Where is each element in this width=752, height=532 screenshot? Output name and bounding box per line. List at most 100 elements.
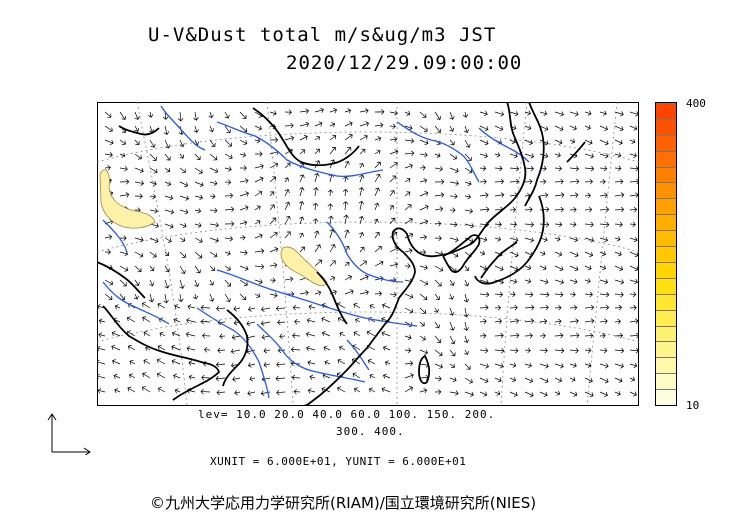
- wind-arrow: [284, 189, 290, 197]
- wind-arrow: [599, 221, 610, 228]
- wind-arrow: [359, 134, 368, 141]
- wind-arrow: [308, 304, 316, 310]
- wind-arrow: [419, 165, 426, 171]
- wind-arrow: [554, 279, 565, 285]
- wind-arrow: [200, 304, 211, 311]
- wind-arrow: [599, 251, 606, 257]
- wind-arrow: [629, 251, 639, 258]
- wind-arrow: [494, 347, 505, 354]
- wind-arrow: [254, 205, 261, 211]
- wind-arrow: [629, 376, 636, 382]
- wind-arrow: [209, 207, 218, 214]
- wind-arrow: [113, 373, 121, 379]
- wind-arrow: [193, 125, 199, 133]
- wind-arrow: [389, 205, 395, 211]
- wind-arrow: [179, 181, 189, 188]
- wind-arrow: [554, 332, 564, 339]
- wind-arrow: [464, 391, 474, 397]
- wind-arrow: [599, 125, 609, 132]
- wind-arrow: [149, 180, 157, 187]
- wind-arrow: [149, 194, 156, 200]
- wind-arrow: [329, 134, 337, 141]
- wind-arrow: [509, 318, 520, 324]
- wind-arrow: [419, 152, 428, 158]
- wind-arrow: [269, 137, 279, 143]
- wind-arrow: [127, 386, 136, 393]
- wind-arrow: [178, 293, 184, 303]
- wind-arrow: [434, 192, 445, 198]
- wind-arrow: [142, 316, 151, 323]
- wind-arrow: [382, 373, 391, 379]
- wind-arrow: [494, 111, 505, 117]
- wind-arrow: [463, 293, 470, 303]
- wind-arrow: [554, 111, 564, 117]
- wind-arrow: [247, 390, 256, 396]
- wind-arrow: [261, 334, 271, 340]
- wind-arrow: [149, 279, 155, 287]
- wind-arrow: [614, 318, 621, 325]
- wind-arrow: [569, 165, 580, 172]
- coastlines: [97, 102, 586, 406]
- wind-arrow: [149, 208, 158, 214]
- wind-arrow: [434, 125, 442, 133]
- colorbar-swatch: [656, 118, 676, 135]
- wind-arrow: [449, 125, 455, 132]
- wind-arrow: [209, 265, 215, 272]
- wind-arrow: [599, 265, 607, 271]
- wind-arrow: [239, 152, 247, 158]
- wind-arrow: [147, 111, 154, 118]
- wind-arrow: [275, 375, 286, 382]
- wind-arrow: [449, 390, 459, 396]
- wind-arrow: [599, 139, 609, 146]
- wind-arrow: [584, 362, 592, 368]
- wind-arrow: [389, 110, 398, 116]
- wind-arrow: [119, 178, 130, 185]
- wind-arrow: [554, 363, 564, 369]
- wind-arrow: [569, 237, 579, 243]
- wind-arrow: [494, 363, 504, 369]
- wind-arrow: [524, 206, 533, 213]
- wind-arrow: [209, 153, 218, 161]
- wind-arrow: [404, 177, 411, 183]
- wind-arrow: [143, 331, 151, 337]
- wind-arrow: [569, 376, 576, 382]
- wind-arrow: [119, 111, 127, 120]
- wind-arrow: [479, 318, 487, 325]
- wind-arrow: [524, 265, 532, 271]
- wind-arrow: [389, 190, 395, 197]
- wind-arrow: [599, 206, 610, 213]
- wind-arrow: [419, 249, 427, 255]
- wind-arrow: [254, 163, 264, 170]
- wind-arrow: [194, 265, 201, 274]
- wind-arrow: [353, 331, 361, 337]
- wind-arrow: [479, 178, 487, 185]
- wind-arrow: [419, 234, 427, 240]
- wind-arrow: [305, 331, 316, 337]
- wind-arrow: [449, 335, 456, 345]
- wind-arrow: [299, 201, 305, 211]
- wind-arrow: [329, 107, 338, 114]
- wind-arrow: [419, 219, 429, 225]
- wind-arrow: [344, 261, 350, 267]
- colorbar-swatch: [656, 166, 676, 183]
- colorbar-swatch: [656, 198, 676, 215]
- wind-arrow: [479, 391, 488, 397]
- wind-arrow: [584, 377, 593, 383]
- wind-arrow: [142, 372, 151, 379]
- wind-arrow: [554, 291, 564, 298]
- wind-arrow: [194, 153, 201, 160]
- wind-arrow: [509, 111, 519, 117]
- wind-arrow: [404, 334, 412, 340]
- wind-arrow: [524, 391, 534, 398]
- wind-arrow: [224, 221, 235, 227]
- wind-arrow: [449, 167, 459, 174]
- wind-arrow: [134, 180, 145, 186]
- wind-arrow: [277, 319, 286, 326]
- wind-arrow: [209, 222, 219, 228]
- wind-arrow: [509, 206, 517, 213]
- wind-arrow: [247, 362, 256, 368]
- wind-arrow: [284, 135, 295, 141]
- wind-arrow: [479, 363, 489, 369]
- colorbar-swatch: [656, 214, 676, 231]
- wind-arrow: [614, 111, 624, 117]
